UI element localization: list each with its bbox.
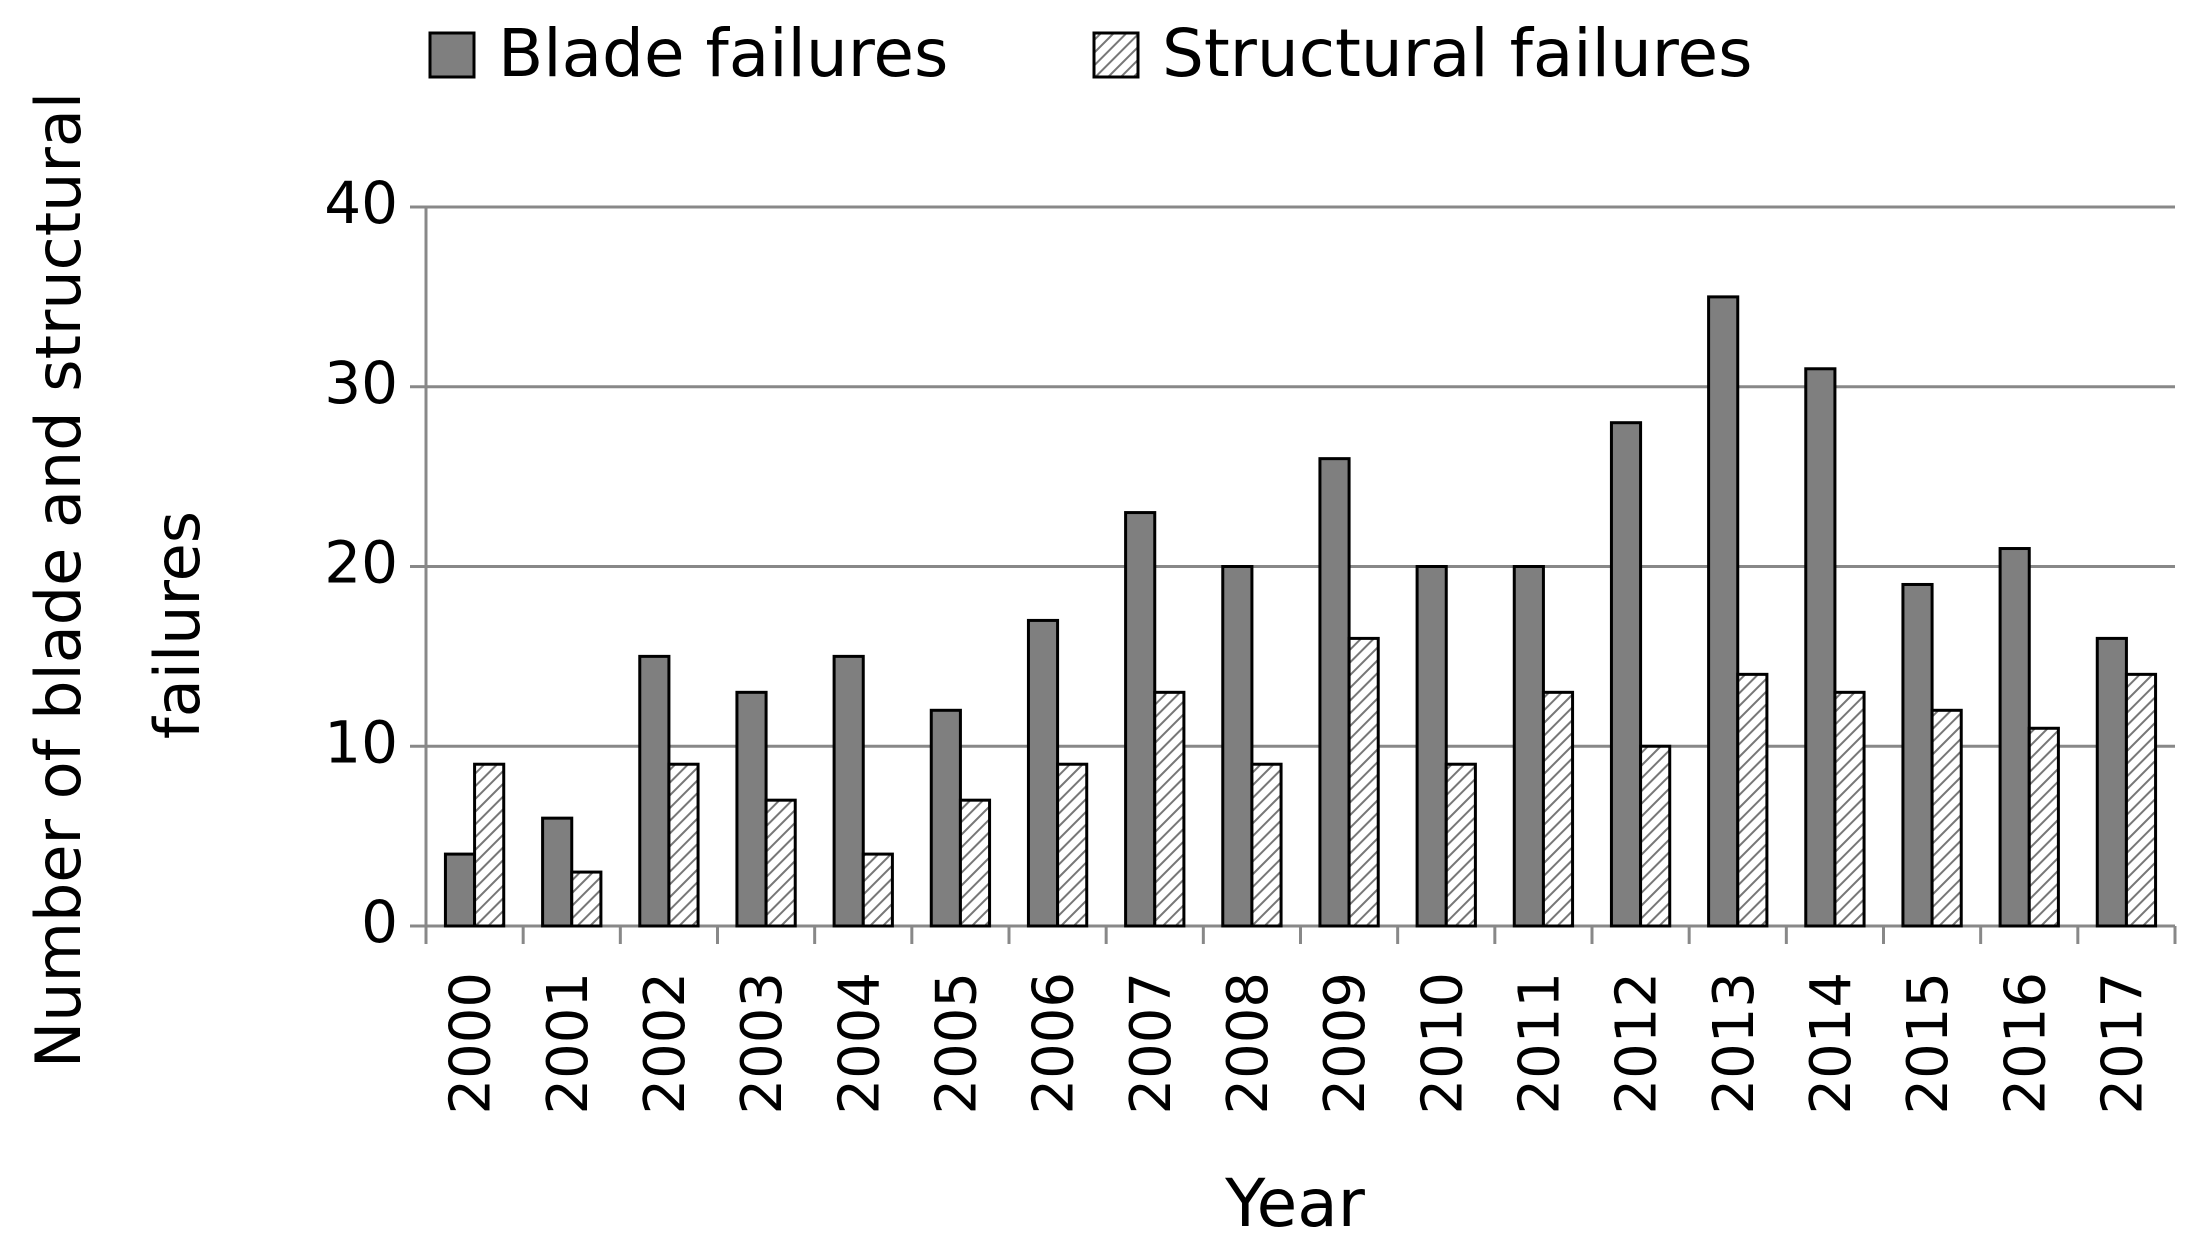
x-tick-label: 2008	[1216, 972, 1281, 1115]
y-tick-label: 0	[361, 888, 398, 956]
bar	[1318, 457, 1351, 928]
bar	[764, 798, 797, 928]
y-axis-title: failures	[141, 511, 214, 739]
bar	[570, 870, 603, 928]
legend-swatch	[1092, 31, 1140, 79]
y-tick-label: 10	[324, 708, 398, 776]
legend-label: Blade failures	[498, 15, 948, 92]
y-tick-label: 40	[324, 169, 398, 237]
y-tick-label: 30	[324, 349, 398, 417]
x-tick-label: 2003	[730, 972, 795, 1115]
y-tick-label: 20	[324, 529, 398, 597]
bar	[2124, 672, 2158, 928]
bar	[1250, 762, 1283, 928]
x-tick-label: 2002	[633, 972, 698, 1115]
bar	[1512, 565, 1545, 928]
x-tick-label: 2016	[1993, 972, 2058, 1115]
bar	[2095, 636, 2128, 928]
x-tick-label: 2014	[1799, 972, 1864, 1115]
bar	[1609, 421, 1643, 928]
bar	[1124, 511, 1157, 928]
bar	[1444, 762, 1477, 928]
bar	[1056, 762, 1089, 928]
x-tick-label: 2007	[1119, 972, 1184, 1115]
bar	[1930, 708, 1963, 928]
x-tick-label: 2017	[2091, 972, 2156, 1115]
bar	[2027, 726, 2060, 928]
bar	[1804, 367, 1837, 928]
bar	[832, 654, 865, 928]
x-tick-label: 2005	[925, 972, 990, 1115]
x-tick-label: 2009	[1313, 972, 1378, 1115]
bar	[1221, 565, 1254, 928]
bar	[1415, 565, 1448, 928]
y-axis-title: Number of blade and structural	[22, 92, 95, 1068]
bar	[1736, 672, 1769, 928]
bar	[1347, 636, 1380, 928]
bar	[1026, 618, 1060, 928]
bar	[638, 654, 671, 928]
x-tick-label: 2012	[1605, 972, 1670, 1115]
bar	[1707, 295, 1740, 928]
bar	[667, 762, 700, 928]
bar	[1998, 547, 2031, 928]
x-tick-label: 2013	[1702, 972, 1767, 1115]
bar	[1639, 744, 1672, 928]
bar	[735, 690, 768, 928]
x-tick-label: 2011	[1508, 972, 1573, 1115]
bar	[1901, 582, 1934, 928]
legend-label: Structural failures	[1162, 15, 1753, 92]
bar	[929, 708, 962, 928]
x-tick-label: 2004	[827, 972, 892, 1115]
bar	[1833, 690, 1866, 928]
x-tick-label: 2006	[1022, 972, 1087, 1115]
bar	[443, 852, 477, 928]
bar	[958, 798, 992, 928]
bar	[473, 762, 506, 928]
x-tick-label: 2015	[1896, 972, 1961, 1115]
x-tick-label: 2000	[439, 972, 504, 1115]
x-tick-label: 2001	[536, 972, 601, 1115]
x-tick-label: 2010	[1410, 972, 1475, 1115]
bar	[541, 816, 574, 928]
bar	[1541, 690, 1575, 928]
x-axis-title: Year	[1224, 1165, 1366, 1242]
legend-swatch	[428, 31, 476, 79]
bar	[861, 852, 894, 928]
bar	[1153, 690, 1186, 928]
